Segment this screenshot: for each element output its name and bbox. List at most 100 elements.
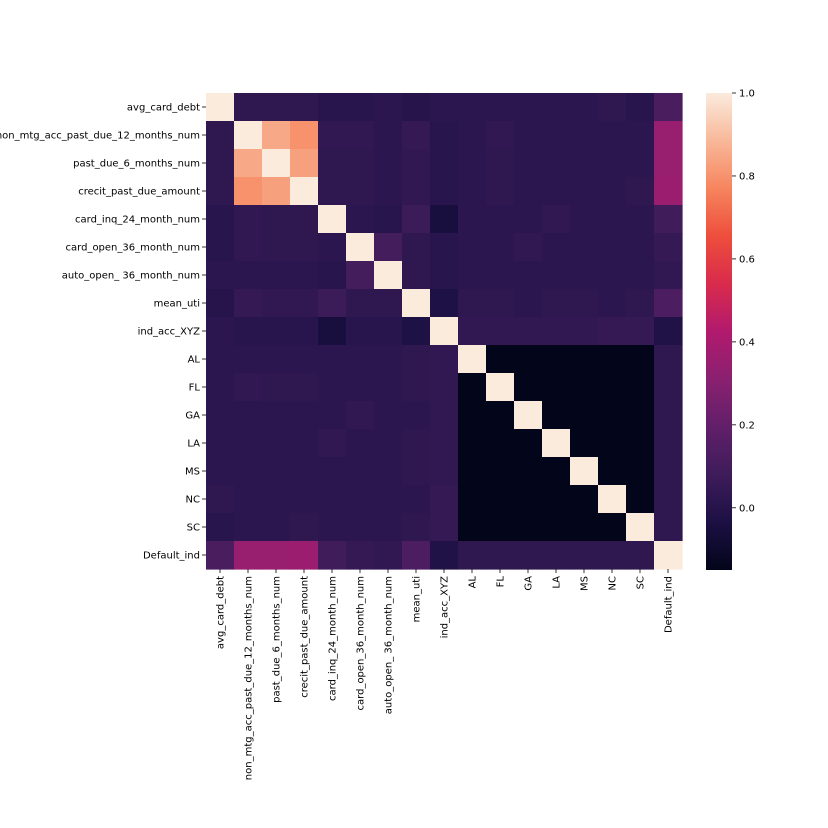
heatmap-cell xyxy=(458,541,487,570)
heatmap-cell xyxy=(206,261,235,290)
heatmap-cell xyxy=(290,205,319,234)
heatmap-cell xyxy=(626,261,655,290)
heatmap-cell xyxy=(486,345,515,374)
heatmap-cell xyxy=(318,485,347,514)
heatmap-cell xyxy=(206,345,235,374)
heatmap-cell xyxy=(234,401,263,430)
x-tick-label: SC xyxy=(636,576,647,589)
heatmap-cell xyxy=(514,149,543,178)
heatmap-cell xyxy=(262,513,291,542)
heatmap-cell xyxy=(514,317,543,346)
heatmap-cell xyxy=(346,317,375,346)
heatmap-cell xyxy=(430,513,459,542)
heatmap-cell xyxy=(234,261,263,290)
heatmap-cell xyxy=(234,233,263,262)
colorbar-tick-label: 0.6 xyxy=(739,254,755,265)
heatmap-cell xyxy=(430,401,459,430)
heatmap-cell xyxy=(514,289,543,318)
heatmap-cell xyxy=(626,233,655,262)
heatmap-cell xyxy=(542,513,571,542)
heatmap-cell xyxy=(598,345,627,374)
heatmap-cell xyxy=(570,261,599,290)
heatmap-cell xyxy=(346,541,375,570)
heatmap-cell xyxy=(598,513,627,542)
heatmap-cell xyxy=(262,429,291,458)
heatmap-cell xyxy=(346,205,375,234)
heatmap-cell xyxy=(626,177,655,206)
heatmap-cell xyxy=(486,485,515,514)
heatmap-cell xyxy=(598,429,627,458)
heatmap-cell xyxy=(514,93,543,122)
colorbar-tick-label: 0.2 xyxy=(739,420,755,431)
heatmap-cell xyxy=(318,177,347,206)
heatmap-cell xyxy=(374,205,403,234)
heatmap-cell xyxy=(542,317,571,346)
heatmap-cell xyxy=(262,205,291,234)
heatmap-cell xyxy=(430,121,459,150)
heatmap-cell xyxy=(318,401,347,430)
heatmap-cell xyxy=(570,429,599,458)
heatmap-cell xyxy=(346,429,375,458)
y-tick-label: FL xyxy=(189,383,201,394)
heatmap-cell xyxy=(262,373,291,402)
heatmap-cell xyxy=(486,149,515,178)
heatmap-cell xyxy=(654,457,683,486)
heatmap-cell xyxy=(458,289,487,318)
heatmap-cell xyxy=(262,345,291,374)
heatmap-cell xyxy=(542,149,571,178)
heatmap-cell xyxy=(402,93,431,122)
heatmap-cell xyxy=(486,457,515,486)
heatmap-cell xyxy=(430,149,459,178)
x-tick-label: NC xyxy=(608,576,619,590)
x-tick-label: GA xyxy=(524,576,535,591)
heatmap-cell xyxy=(430,93,459,122)
heatmap-cell xyxy=(486,541,515,570)
heatmap-cell xyxy=(542,373,571,402)
x-tick-label: mean_uti xyxy=(412,576,423,622)
heatmap-cell xyxy=(206,289,235,318)
heatmap-cell xyxy=(346,261,375,290)
x-tick-label: past_due_6_months_num xyxy=(272,576,283,703)
y-tick-label: card_open_36_month_num xyxy=(66,243,200,254)
heatmap-cell xyxy=(402,121,431,150)
colorbar-tick-label: 1.0 xyxy=(739,89,755,100)
heatmap-cell xyxy=(290,121,319,150)
heatmap-cell xyxy=(374,233,403,262)
heatmap-cell xyxy=(234,121,263,150)
heatmap-cell xyxy=(626,149,655,178)
heatmap-cell xyxy=(262,177,291,206)
heatmap-cell xyxy=(290,373,319,402)
heatmap-cell xyxy=(514,485,543,514)
heatmap-cell xyxy=(654,429,683,458)
heatmap-cell xyxy=(598,373,627,402)
heatmap-cell xyxy=(318,289,347,318)
heatmap-cell xyxy=(374,345,403,374)
heatmap-cell xyxy=(626,345,655,374)
heatmap-cell xyxy=(598,177,627,206)
heatmap-cell xyxy=(206,457,235,486)
heatmap-cell xyxy=(374,93,403,122)
x-tick-label: FL xyxy=(496,576,507,588)
x-tick-labels: avg_card_debt non_mtg_acc_past_due_12_mon… xyxy=(216,569,675,780)
x-tick-label: non_mtg_acc_past_due_12_months_num xyxy=(244,576,255,780)
heatmap-cell xyxy=(290,289,319,318)
heatmap-cell xyxy=(318,429,347,458)
heatmap-cell xyxy=(458,121,487,150)
x-tick-label: auto_open_ 36_month_num xyxy=(384,576,395,714)
x-tick-label: ind_acc_XYZ xyxy=(440,576,451,639)
y-tick-label: crecit_past_due_amount xyxy=(78,187,200,198)
x-tick-label: card_inq_24_month_num xyxy=(328,576,339,701)
heatmap-cell xyxy=(318,149,347,178)
heatmap-cell xyxy=(290,457,319,486)
x-tick-label: LA xyxy=(552,576,563,589)
heatmap-cell xyxy=(206,373,235,402)
heatmap-cell xyxy=(626,457,655,486)
heatmap-cell xyxy=(206,429,235,458)
x-tick-label: card_open_36_month_num xyxy=(356,576,367,710)
heatmap-cell xyxy=(234,485,263,514)
heatmap-cell xyxy=(654,485,683,514)
heatmap-cell xyxy=(458,401,487,430)
y-tick-label: mean_uti xyxy=(154,299,200,310)
heatmap-cell xyxy=(430,373,459,402)
heatmap-cell xyxy=(234,149,263,178)
